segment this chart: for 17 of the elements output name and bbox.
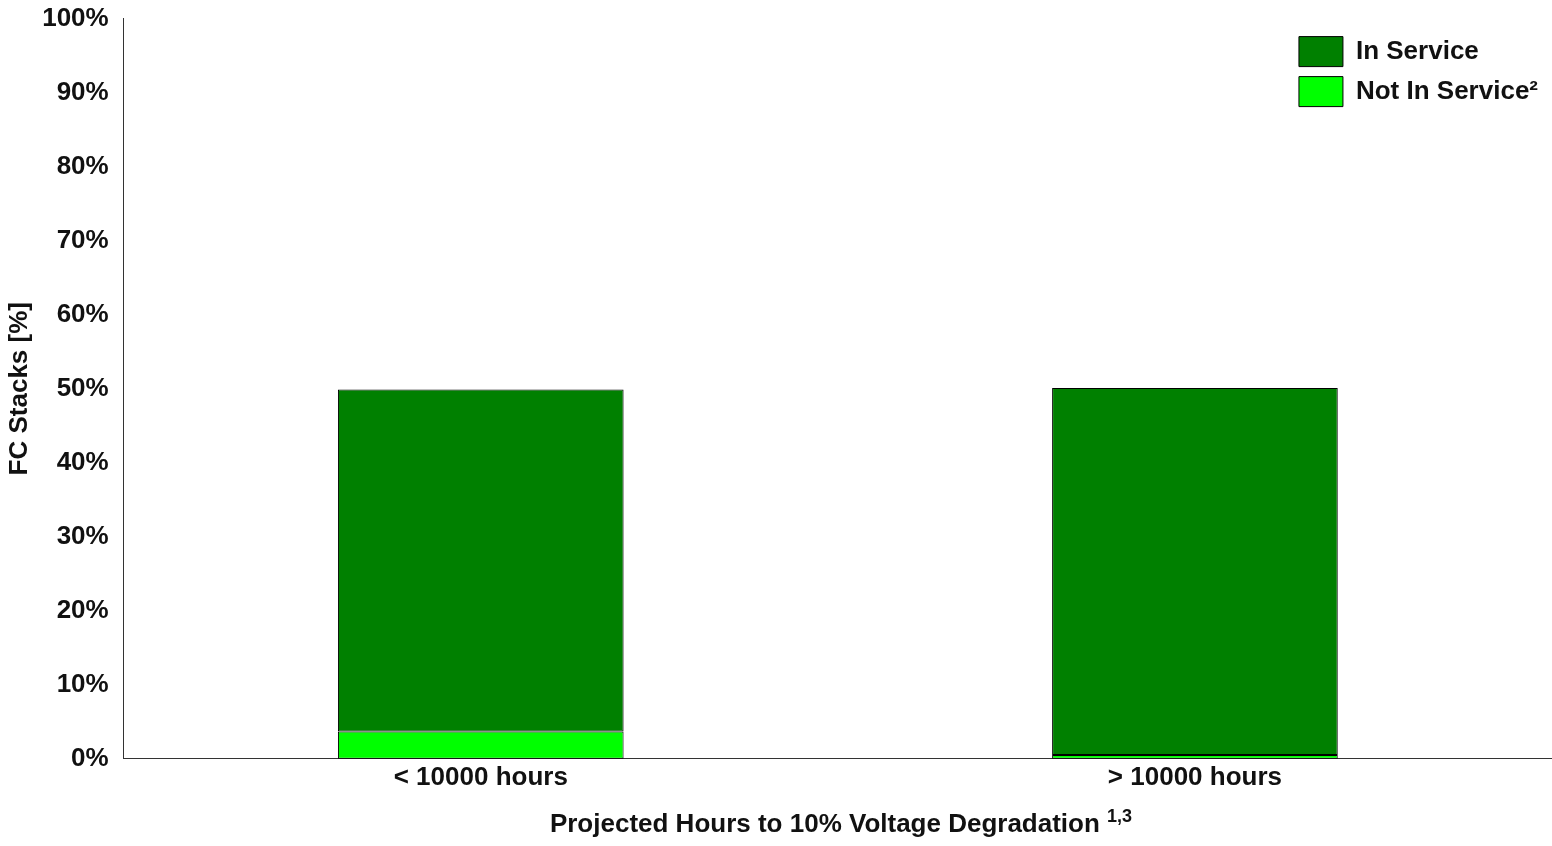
y-tick-label: 50% <box>56 371 109 402</box>
y-tick-label: 60% <box>56 297 109 328</box>
y-tick-label: 80% <box>56 149 109 180</box>
y-tick-label: 10% <box>56 667 109 698</box>
y-tick-label: 30% <box>56 519 109 550</box>
y-tick-label: 0% <box>71 741 109 772</box>
y-tick-label: 40% <box>56 445 109 476</box>
y-tick-label: 100% <box>42 1 109 32</box>
legend-label: In Service <box>1355 34 1479 65</box>
y-tick-label: 20% <box>56 593 109 624</box>
legend-label: Not In Service² <box>1355 74 1539 105</box>
x-axis-title: Projected Hours to 10% Voltage Degradation $^{1,3}$ <box>548 806 1134 839</box>
y-axis-title: FC Stacks [%] <box>2 302 33 476</box>
x-tick-label: < 10000 hours <box>393 760 568 791</box>
x-tick-label: > 10000 hours <box>1107 760 1282 791</box>
y-tick-label: 90% <box>56 75 109 106</box>
y-tick-label: 70% <box>56 223 109 254</box>
